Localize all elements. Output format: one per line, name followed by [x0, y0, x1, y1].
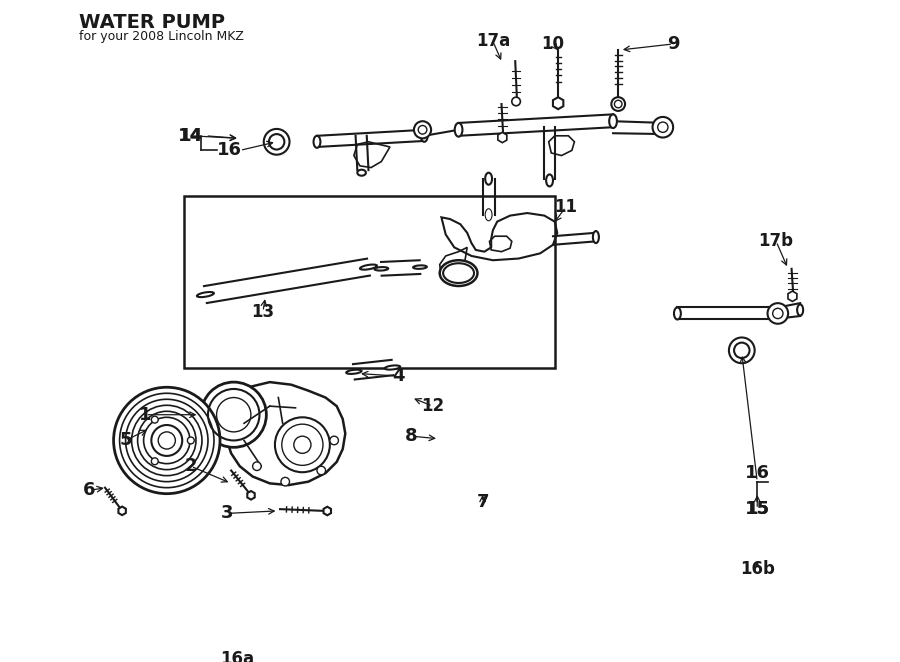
Text: 16a: 16a [220, 650, 254, 662]
Bar [184, 196, 554, 367]
Text: 6: 6 [84, 481, 95, 499]
Ellipse shape [346, 369, 362, 374]
Circle shape [330, 436, 338, 445]
Polygon shape [248, 491, 255, 500]
Text: 17b: 17b [759, 232, 794, 250]
Text: 8: 8 [405, 427, 418, 445]
Ellipse shape [357, 169, 366, 175]
Ellipse shape [374, 267, 388, 271]
Circle shape [414, 121, 431, 138]
Ellipse shape [662, 123, 668, 135]
Text: 14: 14 [179, 127, 203, 145]
Polygon shape [324, 506, 331, 515]
Ellipse shape [421, 130, 428, 142]
Ellipse shape [674, 307, 681, 320]
Text: 12: 12 [421, 397, 445, 415]
Circle shape [151, 425, 182, 456]
Text: 7: 7 [476, 493, 489, 511]
Circle shape [317, 466, 326, 475]
Text: 9: 9 [667, 35, 680, 53]
Polygon shape [498, 132, 507, 143]
Text: for your 2008 Lincoln MKZ: for your 2008 Lincoln MKZ [79, 30, 244, 43]
Text: WATER PUMP: WATER PUMP [79, 13, 225, 32]
Text: 13: 13 [251, 303, 274, 320]
Text: 3: 3 [220, 504, 233, 522]
Circle shape [113, 387, 220, 494]
Polygon shape [788, 291, 796, 301]
Ellipse shape [485, 173, 492, 185]
Ellipse shape [593, 231, 598, 243]
Circle shape [611, 97, 625, 111]
Text: 16: 16 [744, 464, 770, 482]
Circle shape [201, 382, 266, 448]
Ellipse shape [197, 292, 214, 297]
Circle shape [729, 338, 755, 363]
Ellipse shape [385, 365, 400, 369]
Text: 16b: 16b [740, 560, 775, 578]
Ellipse shape [546, 174, 553, 187]
Text: 15: 15 [746, 500, 769, 518]
Ellipse shape [313, 136, 320, 148]
Circle shape [768, 303, 788, 324]
Ellipse shape [485, 209, 492, 220]
Text: 17a: 17a [476, 32, 510, 50]
Circle shape [652, 117, 673, 138]
Polygon shape [553, 97, 563, 109]
Ellipse shape [773, 307, 779, 320]
Ellipse shape [797, 305, 803, 316]
Circle shape [187, 437, 194, 444]
Circle shape [512, 97, 520, 106]
Polygon shape [119, 506, 126, 515]
Circle shape [264, 129, 290, 155]
Circle shape [151, 458, 158, 465]
Circle shape [151, 416, 158, 423]
Text: 15: 15 [744, 500, 770, 518]
Text: 16: 16 [217, 142, 241, 160]
Text: 11: 11 [554, 198, 578, 216]
Text: 14: 14 [178, 127, 203, 145]
Ellipse shape [609, 115, 617, 128]
Ellipse shape [440, 260, 478, 286]
Circle shape [274, 417, 330, 472]
Ellipse shape [413, 265, 427, 269]
Text: 2: 2 [184, 457, 197, 475]
Circle shape [253, 462, 261, 471]
Circle shape [281, 477, 290, 486]
Ellipse shape [360, 265, 377, 269]
Text: 10: 10 [542, 35, 564, 53]
Text: 4: 4 [392, 367, 405, 385]
Text: 5: 5 [120, 432, 131, 449]
Ellipse shape [454, 123, 463, 136]
Text: 1: 1 [140, 406, 151, 424]
